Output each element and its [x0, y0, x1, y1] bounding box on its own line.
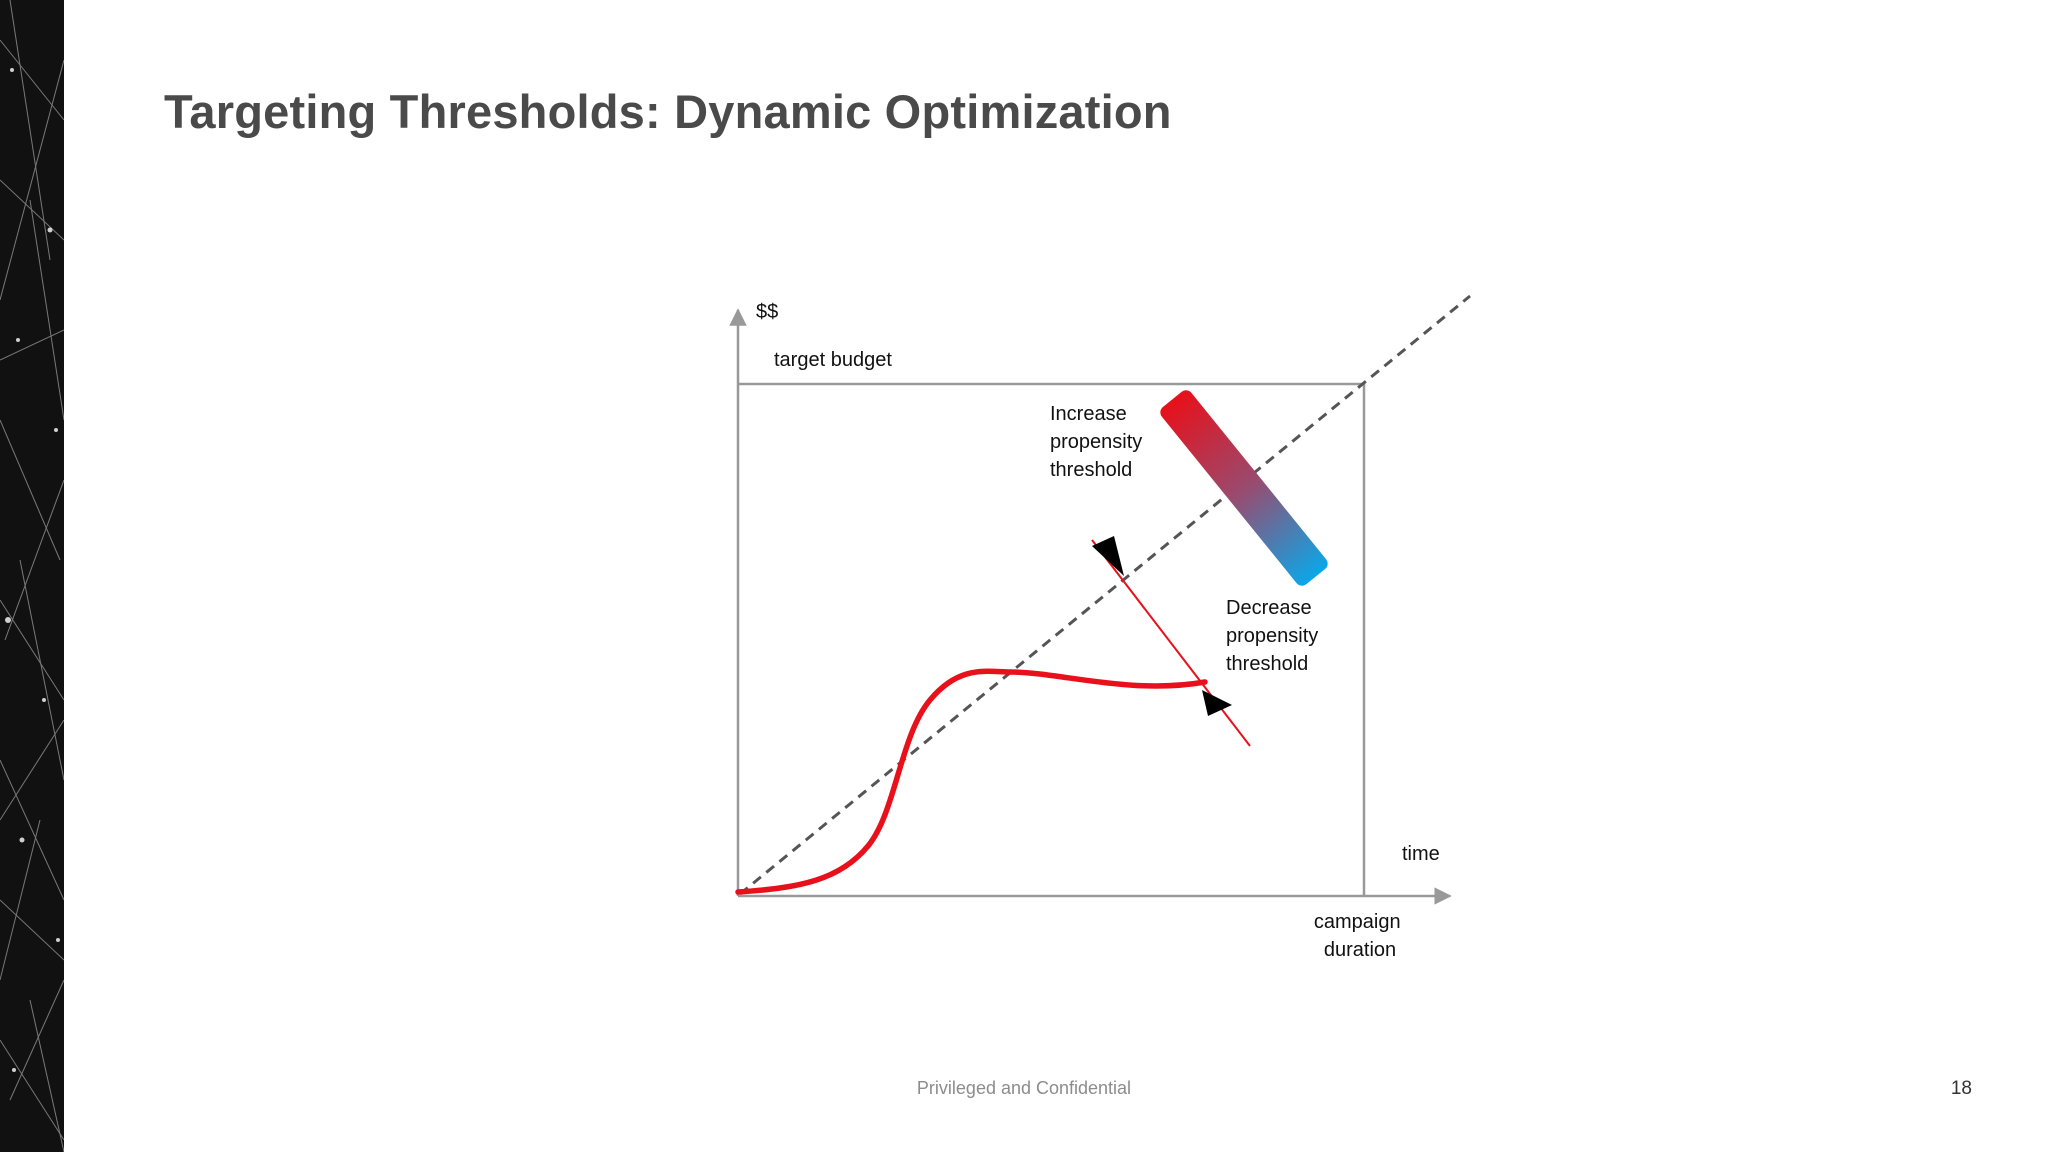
spend-curve	[735, 668, 1208, 895]
x-axis-label: time	[1402, 843, 1440, 865]
confidential-footer: Privileged and Confidential	[916, 1078, 1132, 1098]
slide-title: Targeting Thresholds: Dynamic Optimizati…	[164, 85, 1172, 138]
y-axis-label: $$	[756, 301, 778, 323]
decorative-network-sidebar	[0, 0, 64, 1152]
increase-threshold-label: Increase propensity threshold	[1050, 403, 1148, 481]
decrease-threshold-label: Decrease propensity threshold	[1226, 597, 1324, 675]
threshold-gradient-bar	[1160, 390, 1328, 586]
decrease-arrowhead	[1202, 690, 1232, 716]
target-budget-label: target budget	[774, 349, 892, 371]
campaign-duration-label: campaign duration	[1314, 911, 1406, 961]
adjustment-line	[1091, 539, 1251, 747]
page-number: 18	[1950, 1078, 1972, 1099]
target-pace-line	[739, 294, 1471, 896]
increase-arrowhead	[1092, 536, 1124, 576]
